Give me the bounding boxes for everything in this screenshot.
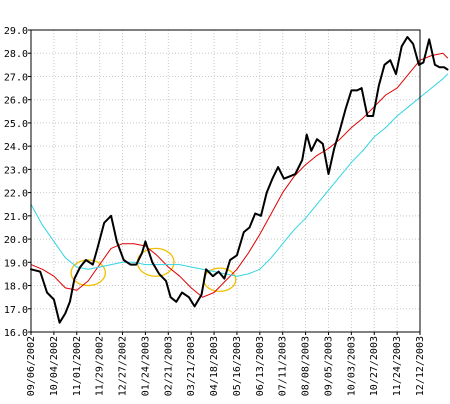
- x-tick-label: 01/24/2003: [140, 336, 151, 396]
- x-tick-label: 12/12/2003: [415, 336, 426, 396]
- y-tick-label: 21.0: [4, 212, 28, 223]
- y-tick-label: 29.0: [4, 26, 28, 37]
- x-tick-label: 11/29/2002: [95, 336, 106, 396]
- x-tick-label: 11/01/2002: [72, 336, 83, 396]
- y-tick-label: 18.0: [4, 282, 28, 293]
- x-tick-label: 08/08/2003: [301, 336, 312, 396]
- x-tick-label: 12/27/2002: [118, 336, 129, 396]
- x-tick-label: 09/05/2003: [323, 336, 334, 396]
- x-tick-label: 11/24/2003: [392, 336, 403, 396]
- y-tick-label: 19.0: [4, 258, 28, 269]
- x-tick-label: 05/16/2003: [232, 336, 243, 396]
- y-tick-label: 22.0: [4, 189, 28, 200]
- x-tick-label: 02/21/2003: [163, 336, 174, 396]
- y-tick-label: 20.0: [4, 235, 28, 246]
- plot-frame: [30, 29, 421, 333]
- x-tick-label: 06/13/2003: [255, 336, 266, 396]
- y-tick-label: 24.0: [4, 142, 28, 153]
- x-tick-label: 03/21/2003: [186, 336, 197, 396]
- x-tick-label: 10/04/2002: [49, 336, 60, 396]
- axis-layer: 16.0 17.0 18.0 19.0 20.0 21.0 22.0 23.0 24.0 25.0…: [4, 26, 426, 396]
- x-tick-label: 04/18/2003: [209, 336, 220, 396]
- series-line-0: [30, 36, 449, 324]
- y-tick-label: 25.0: [4, 119, 28, 130]
- x-tick-label: 09/06/2002: [26, 336, 37, 396]
- y-tick-label: 27.0: [4, 72, 28, 83]
- y-tick-label: 26.0: [4, 96, 28, 107]
- y-tick-label: 17.0: [4, 305, 28, 316]
- x-tick-label: 10/03/2003: [346, 336, 357, 396]
- highlight-ellipse: [70, 259, 107, 287]
- grid-layer: [30, 29, 421, 333]
- y-tick-label: 28.0: [4, 49, 28, 60]
- plot-area: [31, 30, 420, 332]
- series-layer: [30, 36, 449, 324]
- series-line-2: [30, 73, 448, 277]
- series-line-1: [30, 52, 448, 298]
- x-tick-label: 07/11/2003: [278, 336, 289, 396]
- x-tick-label: 10/27/2003: [369, 336, 380, 396]
- y-tick-label: 16.0: [4, 328, 28, 339]
- y-tick-label: 23.0: [4, 165, 28, 176]
